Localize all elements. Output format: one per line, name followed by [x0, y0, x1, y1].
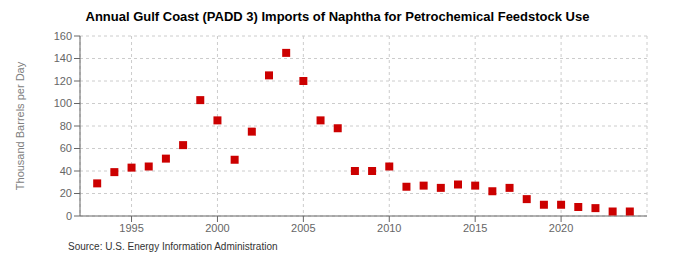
- svg-text:0: 0: [66, 210, 72, 222]
- svg-text:2015: 2015: [463, 222, 487, 234]
- svg-text:40: 40: [60, 165, 72, 177]
- svg-text:120: 120: [54, 75, 72, 87]
- svg-text:Thousand Barrels per Day: Thousand Barrels per Day: [14, 61, 26, 190]
- svg-text:160: 160: [54, 30, 72, 42]
- svg-text:100: 100: [54, 97, 72, 109]
- svg-text:2010: 2010: [377, 222, 401, 234]
- html-text:Source: U.S. Energy Informatio: Source: U.S. Energy Information Administ…: [68, 241, 278, 252]
- svg-text:20: 20: [60, 187, 72, 199]
- svg-text:80: 80: [60, 120, 72, 132]
- svg-text:140: 140: [54, 52, 72, 64]
- svg-text:60: 60: [60, 142, 72, 154]
- svg-text:2005: 2005: [291, 222, 315, 234]
- svg-text:2020: 2020: [549, 222, 573, 234]
- svg-text:2000: 2000: [205, 222, 229, 234]
- html-text:Annual Gulf Coast (PADD 3) Imp: Annual Gulf Coast (PADD 3) Imports of Na…: [85, 9, 590, 24]
- svg-text:1995: 1995: [119, 222, 143, 234]
